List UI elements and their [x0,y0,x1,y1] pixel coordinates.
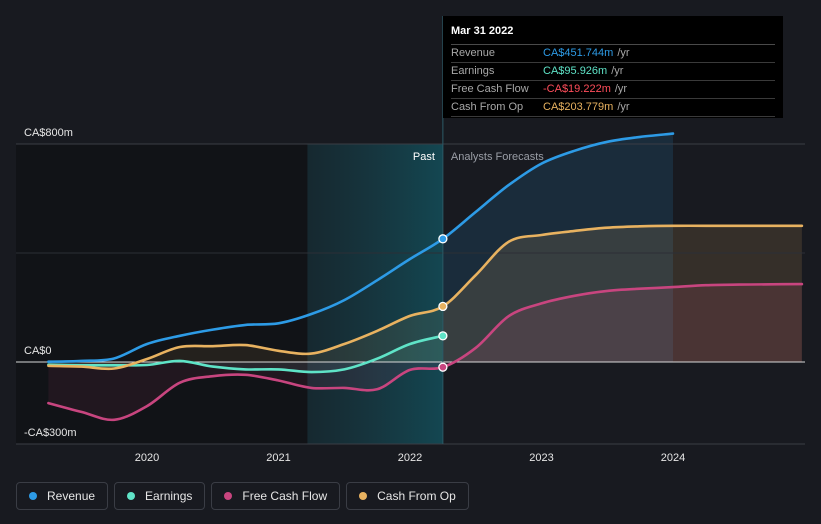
x-tick-label: 2024 [661,452,685,464]
legend-label: Revenue [47,489,96,503]
revenue-marker [438,234,448,244]
earnings-line [47,334,445,374]
tooltip-label: Earnings [451,65,495,77]
earnings-past-area [48,335,443,373]
tooltip-panel: Mar 31 2022 Revenue CA$451.744m /yr Earn… [443,16,783,118]
tooltip-unit: /yr [611,65,624,77]
earnings-marker [438,331,448,341]
series-lines [47,132,804,422]
past-highlight-band [307,144,443,444]
legend-item-revenue[interactable]: Revenue [16,482,109,510]
x-tick-label: 2021 [266,452,290,464]
free-cash-flow-dot-icon [224,492,233,500]
free-cash-flow-line [47,282,804,422]
tooltip-label: Revenue [451,47,496,59]
cash-from-op-marker [438,301,448,312]
revenue-forecast-area [442,133,673,362]
tooltip-label: Free Cash Flow [451,83,529,95]
legend-label: Cash From Op [377,489,456,503]
cash-from-op-dot-icon [359,492,368,500]
background-layer [16,144,443,444]
earnings-dot-icon [127,492,136,500]
tooltip-row-revenue: Revenue CA$451.744m /yr [451,45,775,63]
y-tick-label: -CA$300m [24,427,77,439]
area-fills [48,133,802,420]
tooltip-row-earnings: Earnings CA$95.926m /yr [451,63,775,81]
tooltip-row-free-cash-flow: Free Cash Flow -CA$19.222m /yr [451,81,775,99]
revenue-line [47,132,675,363]
x-tick-label: 2020 [135,452,159,464]
tooltip-value: CA$95.926m [543,65,608,77]
y-tick-label: CA$800m [24,127,73,139]
legend-item-free-cash-flow[interactable]: Free Cash Flow [211,482,341,510]
tooltip-value: CA$451.744m [543,47,614,59]
revenue-dot-icon [29,492,37,500]
cash-from-op-past-area [48,306,443,369]
tooltip-unit: /yr [617,101,630,113]
tooltip-unit: /yr [614,83,628,95]
legend-item-earnings[interactable]: Earnings [114,482,206,510]
legend-label: Free Cash Flow [242,489,328,503]
tooltip-date: Mar 31 2022 [451,24,775,45]
tooltip-label: Cash From Op [451,101,524,113]
free-cash-flow-forecast-area [442,284,802,368]
x-tick-label: 2023 [529,452,553,464]
legend-label: Earnings [145,489,193,503]
tooltip-value: CA$203.779m [543,101,614,113]
tooltip-unit: /yr [617,47,630,59]
past-label: Past [413,151,435,163]
x-tick-label: 2022 [398,452,422,464]
legend: Revenue Earnings Free Cash Flow Cash Fro… [16,482,469,510]
y-tick-label: CA$0 [24,345,52,357]
forecast-label: Analysts Forecasts [451,151,544,163]
gridlines [16,16,805,445]
axis-labels: CA$800m CA$0 -CA$300m 2020 2021 2022 2023 2024 P… [24,127,685,464]
tooltip-value: -CA$19.222m [543,83,611,95]
tooltip-row-cash-from-op: Cash From Op CA$203.779m /yr [451,99,775,117]
legend-item-cash-from-op[interactable]: Cash From Op [346,482,469,510]
free-cash-flow-marker [438,362,448,372]
cash-from-op-forecast-area [442,225,802,362]
series-markers [438,234,448,372]
cash-from-op-line [47,224,804,371]
